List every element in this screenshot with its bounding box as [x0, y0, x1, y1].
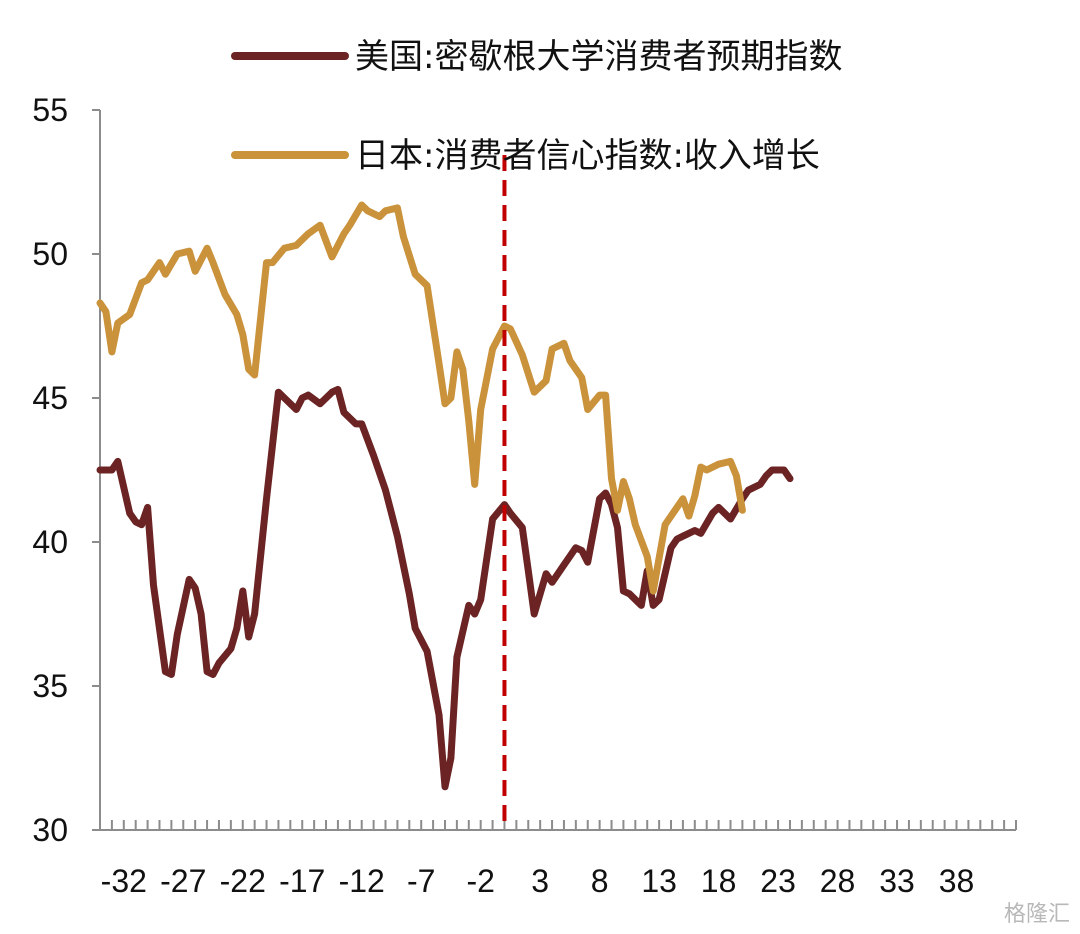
x-tick-label: 8: [591, 863, 609, 899]
x-tick-label: -7: [407, 863, 435, 899]
series-line-us-michigan-expectations: [96, 385, 794, 791]
x-tick-label: 28: [820, 863, 856, 899]
x-tick-label: -27: [160, 863, 206, 899]
y-tick-label: 55: [32, 92, 68, 128]
x-tick-label: -32: [101, 863, 147, 899]
y-tick-label: 30: [32, 812, 68, 848]
x-tick-label: 23: [760, 863, 796, 899]
x-tick-label: 3: [531, 863, 549, 899]
x-tick-label: 38: [939, 863, 975, 899]
y-tick-label: 35: [32, 668, 68, 704]
x-tick-label: -22: [220, 863, 266, 899]
x-tick-label: 33: [879, 863, 915, 899]
plot-area: [96, 155, 794, 830]
legend-label: 日本:消费者信心指数:收入增长: [355, 136, 820, 176]
watermark-logo: 格隆汇: [1003, 902, 1070, 927]
y-tick-label: 40: [32, 524, 68, 560]
y-tick-label: 50: [32, 236, 68, 272]
x-tick-label: 18: [701, 863, 737, 899]
series-line-japan-income-growth: [96, 201, 746, 595]
x-tick-label: -17: [279, 863, 325, 899]
legend-label: 美国:密歇根大学消费者预期指数: [355, 37, 842, 77]
x-tick-label: -2: [466, 863, 494, 899]
x-tick-label: 13: [641, 863, 677, 899]
y-tick-label: 45: [32, 380, 68, 416]
x-tick-label: -12: [339, 863, 385, 899]
